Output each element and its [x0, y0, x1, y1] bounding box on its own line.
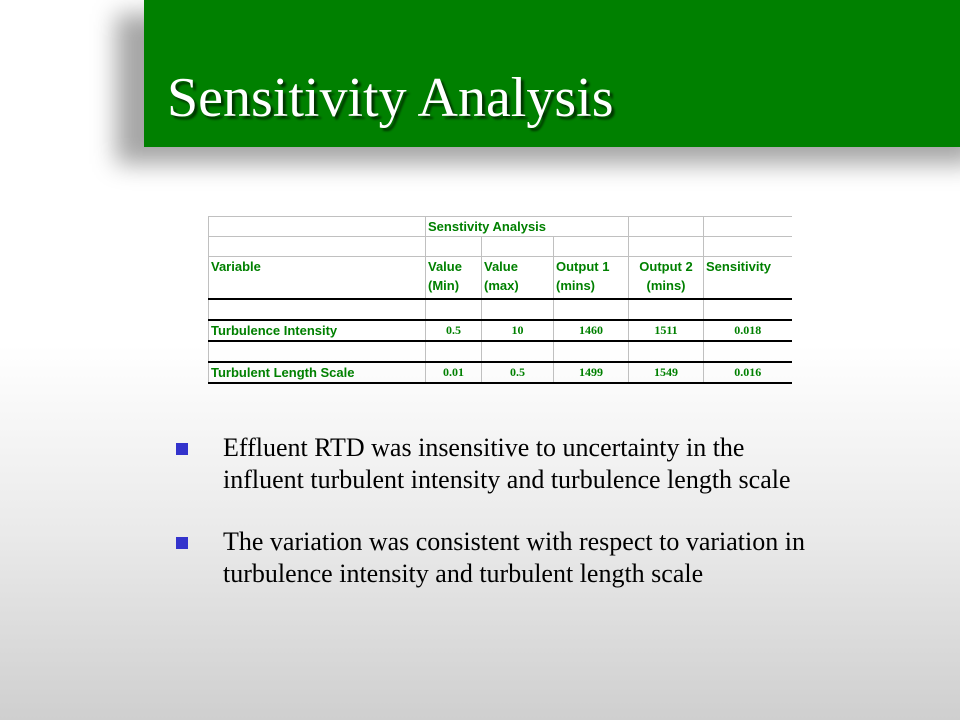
- row-sensitivity: 0.016: [703, 361, 792, 384]
- square-bullet-icon: [176, 537, 188, 549]
- bullet-list: Effluent RTD was insensitive to uncertai…: [176, 432, 816, 590]
- title-bar: [144, 0, 960, 147]
- table-blank-row: [208, 298, 792, 321]
- row-sensitivity: 0.018: [703, 319, 792, 342]
- row-value-max: 10: [481, 319, 554, 342]
- table-title-row: Senstivity Analysis: [208, 216, 792, 237]
- row-variable: Turbulent Length Scale: [208, 361, 426, 384]
- row-output2: 1511: [628, 319, 704, 342]
- row-output2: 1549: [628, 361, 704, 384]
- table-blank-row: [208, 236, 792, 257]
- table-blank-row: [208, 340, 792, 363]
- bullet-text: The variation was consistent with respec…: [223, 527, 805, 588]
- bullet-item: Effluent RTD was insensitive to uncertai…: [176, 432, 816, 496]
- sensitivity-table: Senstivity Analysis Variable Value (Min)…: [208, 216, 792, 384]
- header-output1: Output 1 (mins): [553, 256, 629, 300]
- row-value-min: 0.01: [425, 361, 482, 384]
- header-sensitivity: Sensitivity: [703, 256, 792, 300]
- row-value-max: 0.5: [481, 361, 554, 384]
- row-output1: 1499: [553, 361, 629, 384]
- bullet-text: Effluent RTD was insensitive to uncertai…: [223, 433, 791, 494]
- row-value-min: 0.5: [425, 319, 482, 342]
- table-header-row: Variable Value (Min) Value (max) Output …: [208, 256, 792, 300]
- row-output1: 1460: [553, 319, 629, 342]
- header-value-max: Value (max): [481, 256, 554, 300]
- header-output2: Output 2 (mins): [628, 256, 704, 300]
- table-title: Senstivity Analysis: [425, 216, 629, 237]
- square-bullet-icon: [176, 443, 188, 455]
- table-row: Turbulence Intensity 0.5 10 1460 1511 0.…: [208, 319, 792, 342]
- bullet-item: The variation was consistent with respec…: [176, 526, 816, 590]
- slide-title: Sensitivity Analysis: [167, 67, 614, 129]
- table-row: Turbulent Length Scale 0.01 0.5 1499 154…: [208, 361, 792, 384]
- header-value-min: Value (Min): [425, 256, 482, 300]
- row-variable: Turbulence Intensity: [208, 319, 426, 342]
- header-variable: Variable: [208, 256, 426, 300]
